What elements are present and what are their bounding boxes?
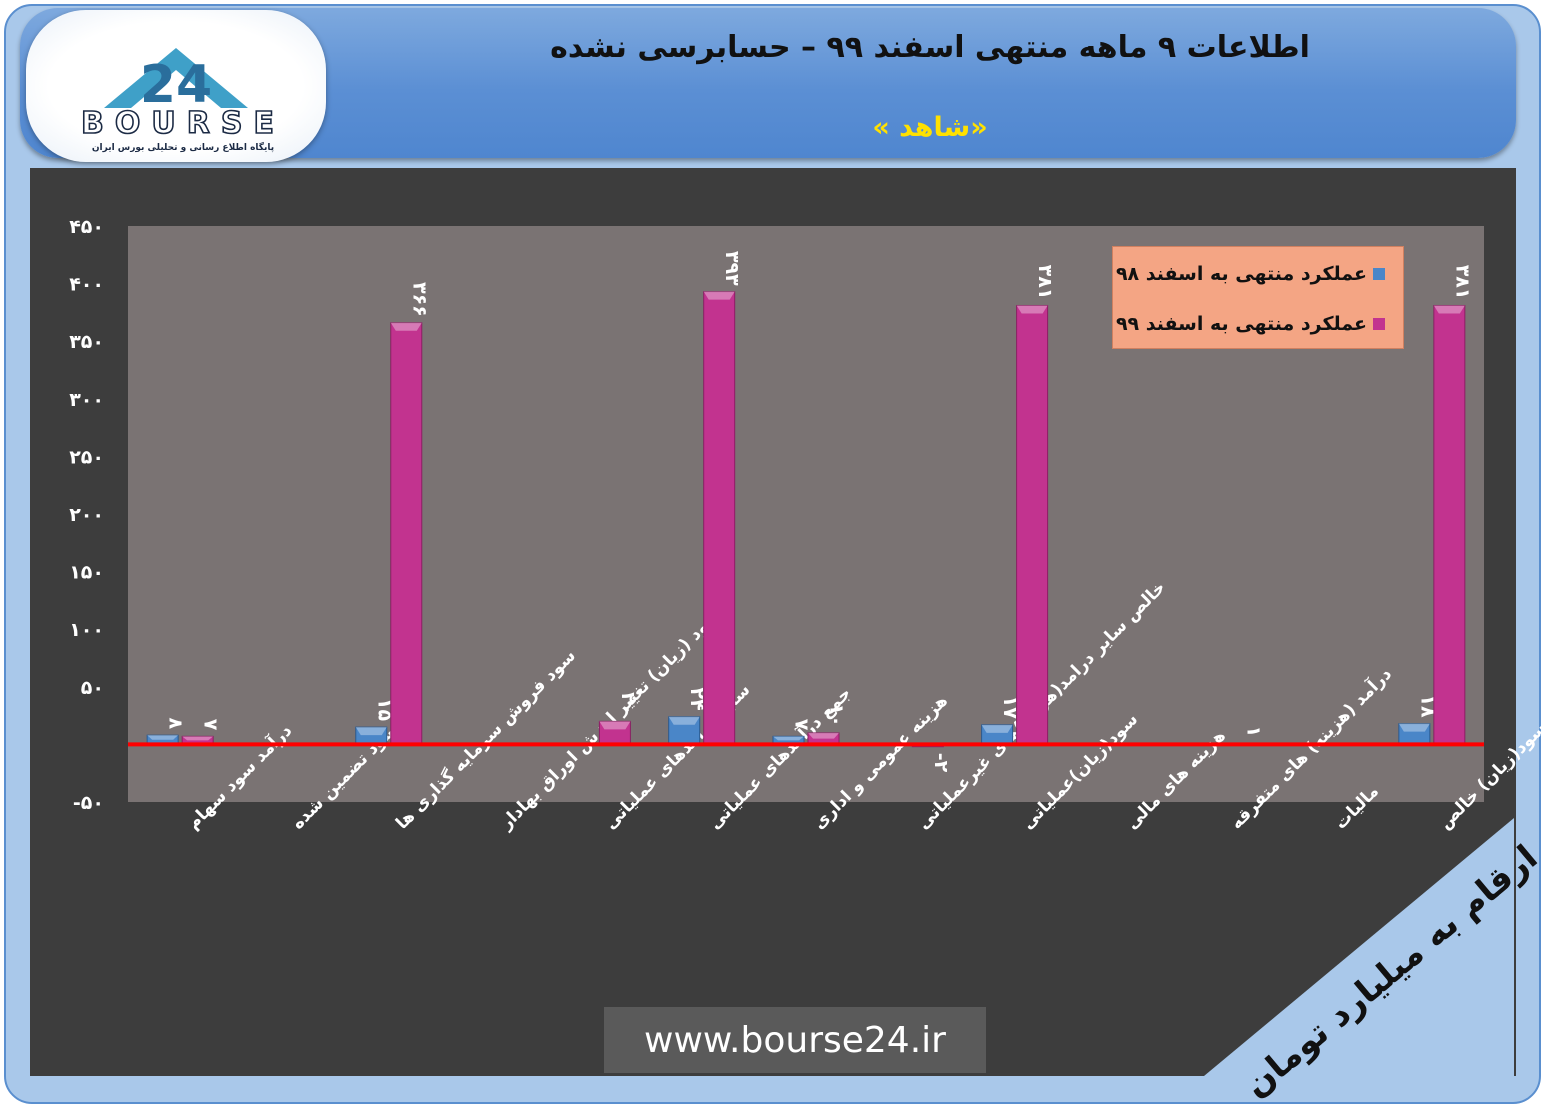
data-label: ۱۰ (826, 704, 848, 727)
bar-98 (668, 716, 701, 745)
data-label: ۱ (1243, 726, 1265, 738)
data-label: ۷ (200, 719, 222, 731)
logo: 24 BOURSE پایگاه اطلاع رسانی و تحلیلی بو… (26, 10, 326, 162)
bar-bevel (773, 736, 804, 741)
bar-bevel (703, 291, 735, 300)
bar-bevel (1398, 723, 1430, 732)
bar-bevel (182, 736, 214, 741)
bar-bevel (599, 721, 631, 730)
data-label: ۳۸۱ (1451, 265, 1473, 300)
logo-mark-icon: 24 (104, 48, 248, 115)
logo-tagline: پایگاه اطلاع رسانی و تحلیلی بورس ایران (91, 143, 275, 153)
bar-bevel (147, 735, 179, 740)
y-tick-label: ۳۰۰ (69, 389, 104, 411)
y-tick-label: ۱۰۰ (69, 619, 104, 641)
bar-99 (703, 291, 736, 745)
y-tick-label: ۳۵۰ (69, 331, 104, 353)
legend-swatch-99 (1373, 318, 1385, 330)
legend-swatch-98 (1373, 268, 1385, 280)
bar-99 (1016, 304, 1049, 745)
legend-item-98: عملکرد منتهی به اسفند ۹۸ (1116, 263, 1385, 285)
bar-99 (390, 322, 423, 745)
y-tick-label: ۴۵۰ (69, 216, 104, 238)
data-label: ۱۸ (1416, 694, 1438, 718)
y-tick-label: ۴۰۰ (69, 274, 104, 296)
data-label: ۱۵ (373, 698, 395, 722)
y-tick-label: ۱۵۰ (69, 562, 104, 584)
data-label: ۷ (791, 719, 813, 731)
page-subtitle: «شاهد » (872, 112, 988, 143)
data-label: ۸ (165, 718, 187, 730)
bar-bevel (390, 322, 422, 331)
y-tick-label: -۵۰ (73, 792, 104, 814)
y-tick-label: ۲۵۰ (69, 446, 104, 468)
chart-legend: عملکرد منتهی به اسفند ۹۸ عملکرد منتهی به… (1112, 246, 1404, 349)
data-label: ۲۰ (617, 692, 639, 715)
website-banner[interactable]: www.bourse24.ir (604, 1007, 986, 1073)
data-label: ۳۶۶ (408, 282, 430, 317)
bar-bevel (355, 727, 387, 736)
bar-bevel (1016, 305, 1048, 314)
data-label: ۳۸۱ (1034, 265, 1056, 300)
bar-bevel (668, 716, 700, 725)
page-title: اطلاعات ۹ ماهه منتهی اسفند ۹۹ – حسابرسی … (550, 30, 1310, 65)
bar-99 (1433, 304, 1466, 745)
data-label: ۲۴ (686, 688, 708, 711)
bar-bevel (808, 732, 839, 739)
data-label: ۱۷ (999, 696, 1021, 720)
data-label: ۳۹۳ (721, 251, 743, 286)
logo-wordmark: BOURSE (80, 105, 285, 142)
y-tick-label: ۲۰۰ (69, 504, 104, 526)
data-label: -۲ (930, 753, 952, 773)
legend-item-99: عملکرد منتهی به اسفند ۹۹ (1116, 313, 1385, 335)
website-url[interactable]: www.bourse24.ir (644, 1019, 946, 1061)
bar-bevel (981, 724, 1013, 733)
bar-bevel (1433, 305, 1465, 314)
legend-label-98: عملکرد منتهی به اسفند ۹۸ (1115, 263, 1367, 285)
legend-label-99: عملکرد منتهی به اسفند ۹۹ (1115, 313, 1367, 335)
svg-text:24: 24 (140, 55, 212, 115)
y-tick-label: ۵۰ (81, 677, 104, 699)
